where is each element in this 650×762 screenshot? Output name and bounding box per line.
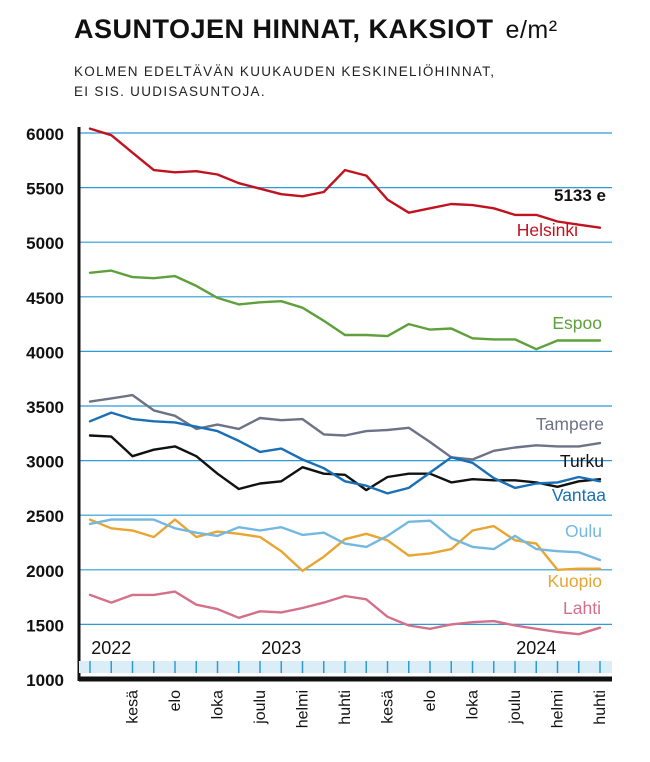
y-tick-label-3500: 3500 — [26, 398, 64, 417]
month-label-huhti-5: huhti — [337, 690, 354, 725]
series-label-tampere: Tampere — [536, 414, 604, 434]
month-label-loka-2: loka — [210, 690, 227, 719]
y-tick-label-6000: 6000 — [26, 125, 64, 144]
series-label-turku: Turku — [560, 451, 604, 471]
chart-title-unit: e/m² — [505, 16, 558, 44]
month-label-helmi-4: helmi — [295, 690, 312, 728]
chart-subtitle-line-2: EI SIS. UUDISASUNTOJA. — [74, 84, 266, 99]
year-label-2024: 2024 — [516, 638, 556, 658]
y-tick-label-2500: 2500 — [26, 507, 64, 526]
series-line-oulu — [88, 518, 602, 562]
series-line-lahti — [88, 590, 602, 636]
month-label-helmi-10: helmi — [550, 690, 567, 728]
chart-title: ASUNTOJEN HINNAT, KAKSIOT e/m² — [74, 14, 558, 45]
year-label-2022: 2022 — [91, 638, 131, 658]
y-tick-label-5000: 5000 — [26, 234, 64, 253]
series-label-helsinki: Helsinki — [517, 220, 578, 240]
series-label-espoo: Espoo — [552, 313, 602, 333]
series-line-espoo — [88, 269, 602, 351]
series-label-oulu: Oulu — [565, 521, 602, 541]
chart-title-text: ASUNTOJEN HINNAT, KAKSIOT — [74, 14, 494, 44]
month-label-loka-8: loka — [465, 690, 482, 719]
month-label-joulu-9: joulu — [507, 690, 524, 725]
series-label-kuopio: Kuopio — [548, 571, 603, 591]
month-label-elo-1: elo — [167, 690, 184, 711]
series-line-turku — [88, 434, 602, 492]
series-line-tampere — [88, 393, 602, 461]
series-line-helsinki — [88, 127, 602, 229]
y-tick-label-2000: 2000 — [26, 562, 64, 581]
year-label-2023: 2023 — [261, 638, 301, 658]
y-tick-label-1500: 1500 — [26, 616, 64, 635]
y-tick-label-1000: 1000 — [26, 671, 64, 690]
y-tick-label-4500: 4500 — [26, 289, 64, 308]
series-label-vantaa: Vantaa — [552, 485, 606, 505]
month-label-kesä-0: kesä — [125, 690, 142, 724]
month-label-kesä-6: kesä — [380, 690, 397, 724]
month-label-elo-7: elo — [422, 690, 439, 711]
series-line-vantaa — [88, 411, 602, 495]
annotation-0: 5133 e — [554, 186, 606, 205]
month-label-huhti-11: huhti — [592, 690, 609, 725]
month-label-joulu-3: joulu — [252, 690, 269, 725]
y-tick-label-5500: 5500 — [26, 180, 64, 199]
chart-subtitle-line-1: KOLMEN EDELTÄVÄN KUUKAUDEN KESKINELIÖHIN… — [74, 64, 496, 79]
series-line-kuopio — [88, 518, 602, 573]
y-tick-label-3000: 3000 — [26, 453, 64, 472]
y-tick-label-4000: 4000 — [26, 343, 64, 362]
series-label-lahti: Lahti — [563, 598, 601, 618]
